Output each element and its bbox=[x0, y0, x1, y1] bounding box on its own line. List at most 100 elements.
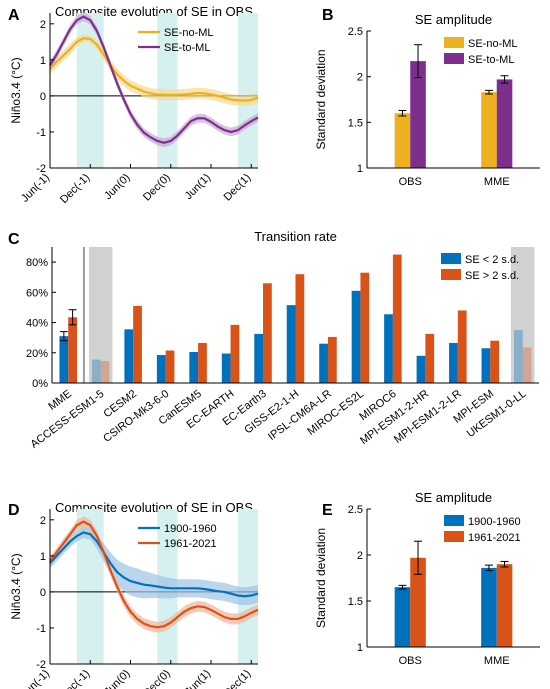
y-tick-label: -1 bbox=[36, 623, 46, 635]
legend-label: SE-no-ML bbox=[468, 38, 518, 50]
bar bbox=[496, 79, 513, 168]
y-tick-label: -2 bbox=[36, 163, 46, 175]
x-tick-label: Jun(-1) bbox=[19, 172, 52, 205]
x-tick-label: Dec(-1) bbox=[58, 668, 92, 689]
panel-label: C bbox=[8, 231, 20, 248]
legend-swatch bbox=[444, 515, 464, 526]
y-tick-label: 1.5 bbox=[348, 117, 363, 129]
bar bbox=[394, 113, 411, 168]
y-tick-label: -1 bbox=[36, 127, 46, 139]
bar bbox=[410, 557, 426, 647]
y-tick-label: 2.5 bbox=[348, 26, 363, 38]
x-tick-label: Dec(0) bbox=[141, 668, 173, 689]
y-tick-label: 20% bbox=[26, 348, 48, 360]
panel-label: B bbox=[322, 7, 334, 24]
y-tick-label: 2 bbox=[40, 19, 46, 31]
y-tick-label: 2 bbox=[40, 515, 46, 527]
y-tick-label: 1 bbox=[357, 163, 363, 175]
x-tick-label: UKESM1-0-LL bbox=[465, 388, 529, 440]
bar bbox=[522, 347, 532, 383]
bar bbox=[384, 314, 393, 383]
bar bbox=[496, 564, 513, 647]
bar bbox=[457, 310, 467, 383]
series-line bbox=[49, 520, 259, 629]
y-axis-label: Niño3.4 (°C) bbox=[9, 57, 23, 123]
y-tick-label: 1 bbox=[357, 642, 363, 654]
x-tick-label: Jun(0) bbox=[102, 172, 133, 203]
y-axis-label: Standard deviation bbox=[314, 49, 328, 149]
legend-swatch bbox=[444, 37, 464, 48]
chart-title: Transition rate bbox=[254, 229, 337, 244]
chart-title: SE amplitude bbox=[415, 490, 492, 505]
y-tick-label: 0 bbox=[40, 91, 46, 103]
series-line bbox=[49, 15, 259, 144]
bar bbox=[319, 343, 328, 383]
bar bbox=[189, 352, 199, 383]
y-tick-label: 2 bbox=[357, 72, 363, 84]
y-tick-label: -2 bbox=[36, 659, 46, 671]
x-tick-label: Dec(1) bbox=[222, 668, 254, 689]
bar bbox=[360, 272, 370, 383]
y-tick-label: 2 bbox=[357, 550, 363, 562]
x-tick-label: OBS bbox=[399, 176, 422, 188]
x-tick-label: MME bbox=[484, 176, 510, 188]
highlight-band bbox=[511, 247, 535, 383]
bar bbox=[481, 567, 497, 647]
panel-label: E bbox=[322, 502, 333, 519]
bar bbox=[254, 333, 264, 383]
y-tick-label: 1 bbox=[40, 55, 46, 67]
season-shade bbox=[237, 13, 258, 168]
x-tick-label: Jun(1) bbox=[183, 668, 214, 689]
panel-label: D bbox=[8, 502, 20, 519]
series-line bbox=[49, 37, 259, 102]
x-tick-label: Dec(1) bbox=[222, 172, 254, 204]
season-shade bbox=[237, 509, 258, 664]
legend-label: 1961-2021 bbox=[164, 538, 217, 550]
bar bbox=[133, 305, 142, 383]
legend-label: SE-to-ML bbox=[164, 42, 210, 54]
bar bbox=[165, 350, 175, 383]
bar bbox=[91, 359, 101, 383]
bar bbox=[490, 340, 500, 383]
x-tick-label: Jun(0) bbox=[102, 668, 133, 689]
bar bbox=[392, 254, 402, 383]
legend-label: SE > 2 s.d. bbox=[465, 270, 519, 282]
chart-title: Composite evolution of SE in OBS bbox=[55, 500, 253, 515]
x-tick-label: MME bbox=[484, 655, 510, 667]
chart-title: SE amplitude bbox=[415, 12, 492, 27]
y-tick-label: 80% bbox=[26, 257, 48, 269]
bar bbox=[295, 274, 305, 383]
y-tick-label: 60% bbox=[26, 287, 48, 299]
legend-label: SE-no-ML bbox=[164, 27, 214, 39]
bar bbox=[68, 317, 77, 383]
y-tick-label: 1 bbox=[40, 551, 46, 563]
series-line bbox=[49, 531, 259, 598]
bar bbox=[286, 305, 296, 383]
legend-swatch bbox=[444, 53, 464, 64]
bar bbox=[416, 355, 426, 383]
bar bbox=[263, 283, 272, 383]
bar bbox=[221, 353, 231, 383]
panel-label: A bbox=[8, 7, 20, 24]
bar bbox=[351, 290, 361, 383]
bar bbox=[425, 333, 435, 383]
series-band bbox=[50, 516, 258, 633]
bar bbox=[449, 342, 458, 383]
x-tick-label: OBS bbox=[399, 655, 422, 667]
legend-swatch bbox=[444, 531, 464, 542]
bar bbox=[410, 61, 426, 168]
legend-label: 1961-2021 bbox=[468, 532, 521, 544]
bar bbox=[481, 348, 491, 383]
legend-label: SE < 2 s.d. bbox=[465, 254, 519, 266]
legend-label: 1900-1960 bbox=[468, 516, 521, 528]
bar bbox=[100, 361, 110, 383]
x-tick-label: Dec(-1) bbox=[58, 172, 92, 206]
y-tick-label: 0 bbox=[40, 587, 46, 599]
legend-label: SE-to-ML bbox=[468, 54, 514, 66]
x-tick-label: Jun(1) bbox=[183, 172, 214, 203]
y-axis-label: Niño3.4 (°C) bbox=[9, 553, 23, 619]
legend-swatch bbox=[441, 269, 461, 280]
y-tick-label: 2.5 bbox=[348, 504, 363, 516]
bar bbox=[230, 324, 240, 383]
